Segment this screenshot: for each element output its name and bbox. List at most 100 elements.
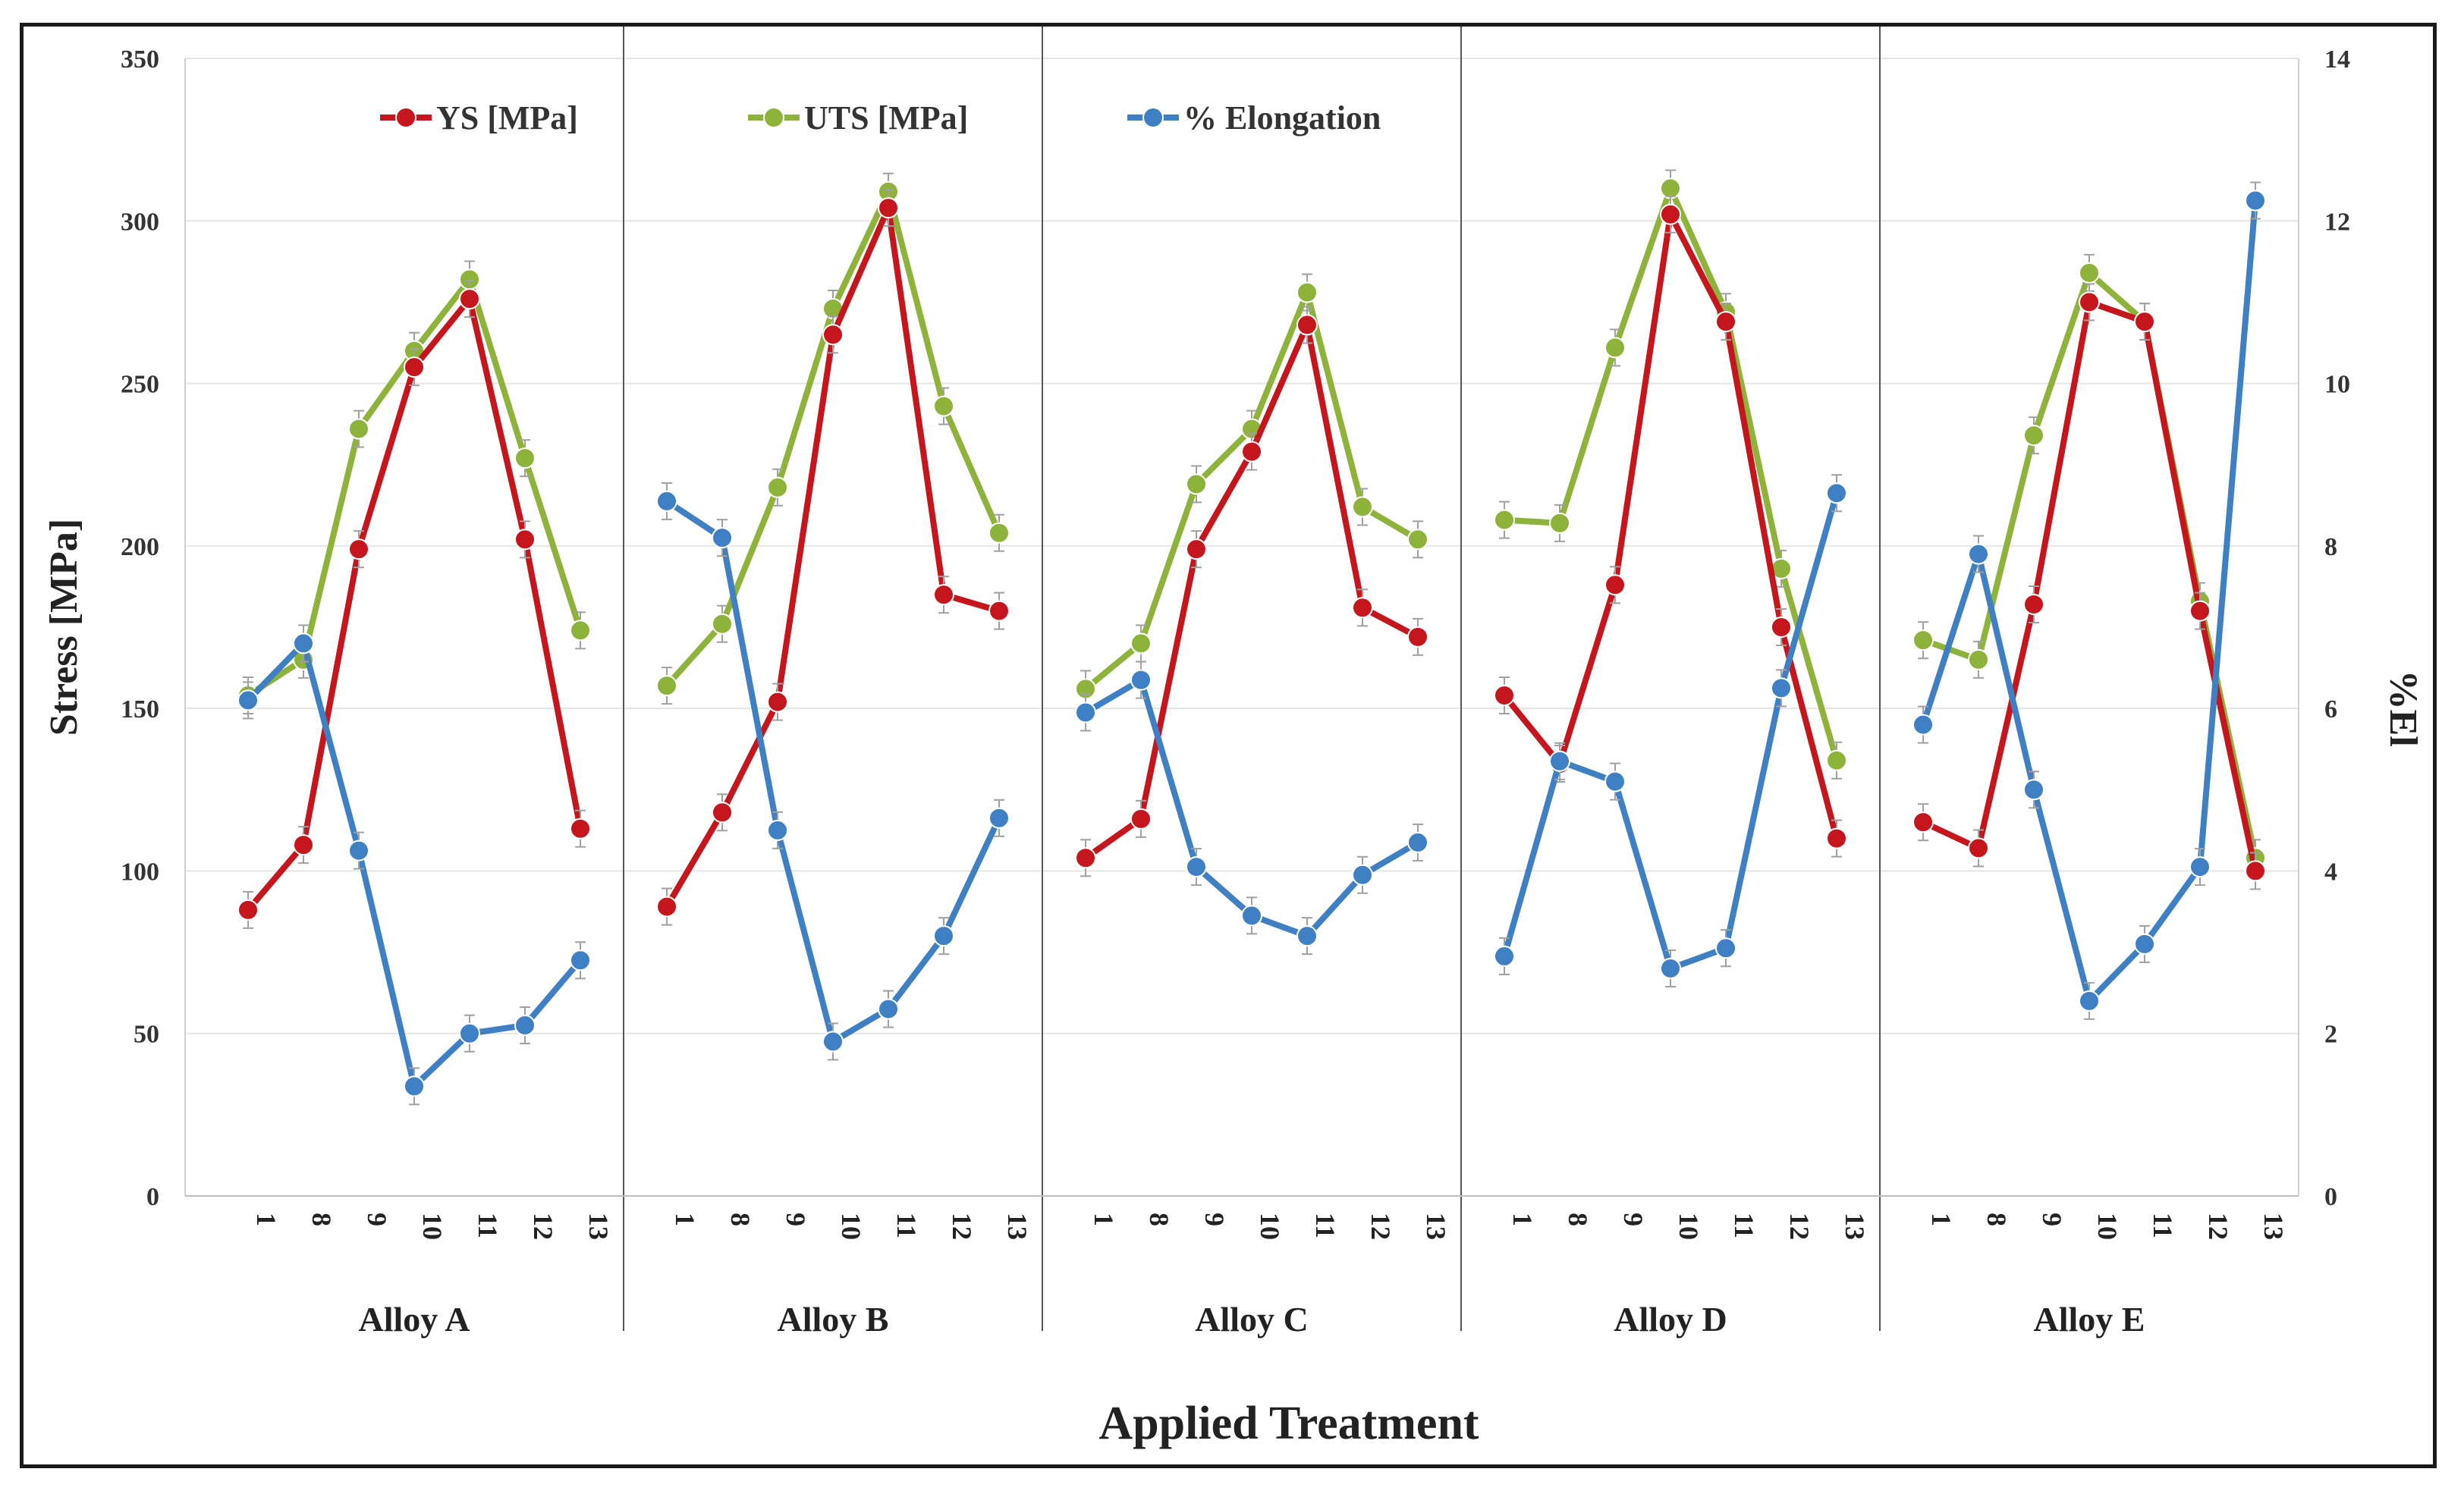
el-point	[1604, 771, 1626, 793]
ys-point	[1715, 311, 1736, 333]
uts-series-2	[656, 172, 1010, 705]
y-tick-label: 250	[121, 371, 159, 399]
x-tick-label: 9	[362, 1213, 392, 1226]
x-tick-label: 13	[2258, 1213, 2289, 1240]
x-tick-label: 9	[1199, 1213, 1230, 1226]
x-tick-label: 8	[725, 1213, 756, 1226]
uts-point	[933, 395, 954, 417]
x-tick-label: 11	[473, 1213, 503, 1238]
ys-point	[1968, 837, 1989, 859]
x-tick-label: 10	[417, 1213, 448, 1240]
legend: YS [MPa] UTS [MPa] % Elongation	[380, 99, 1381, 137]
uts-series-4	[1494, 169, 1847, 780]
ys-point	[656, 896, 677, 918]
el-point	[459, 1022, 480, 1044]
legend-label: YS [MPa]	[436, 99, 578, 137]
ys-series-1	[237, 280, 591, 929]
y-tick-label: 200	[121, 533, 159, 561]
el-point	[1549, 750, 1570, 772]
uts-series-5	[1912, 253, 2266, 877]
x-tick-label: 13	[583, 1213, 614, 1240]
el-point	[1826, 482, 1847, 504]
ys-point	[459, 288, 480, 310]
ys-point	[1130, 808, 1152, 830]
uts-point	[712, 613, 733, 635]
el-point	[2189, 856, 2211, 878]
el-point	[237, 689, 259, 711]
x-tick-label: 11	[2148, 1213, 2178, 1238]
el-point	[2245, 190, 2266, 212]
uts-line	[1083, 289, 1420, 692]
uts-point	[1130, 632, 1152, 654]
uts-point	[1296, 281, 1318, 303]
el-series-3	[1075, 661, 1428, 956]
ys-point	[1352, 597, 1373, 619]
ys-point	[514, 529, 536, 551]
ys-point	[1771, 617, 1792, 638]
grid	[185, 58, 2299, 1197]
x-tick-label: 12	[2203, 1213, 2233, 1240]
y2-tick-label: 10	[2324, 371, 2350, 399]
ys-point	[2134, 311, 2155, 333]
y-tick-label: 150	[121, 695, 159, 723]
y2-tick-label: 2	[2324, 1021, 2337, 1049]
el-point	[1660, 958, 1681, 979]
legend-swatch-marker	[1142, 107, 1164, 128]
ys-point	[293, 834, 314, 856]
x-tick-label: 1	[1089, 1213, 1119, 1226]
x-axis-title: Applied Treatment	[1098, 1398, 1479, 1449]
uts-point	[767, 476, 788, 498]
ys-point	[2023, 594, 2044, 615]
uts-point	[1968, 648, 1989, 670]
ys-point	[712, 802, 733, 824]
uts-point	[1549, 512, 1570, 534]
ys-line	[245, 296, 583, 912]
x-tick-label: 8	[1144, 1213, 1174, 1226]
uts-point	[1912, 629, 1934, 651]
x-tick-label: 9	[2037, 1213, 2067, 1226]
el-point	[293, 632, 314, 654]
x-tick-label: 13	[1840, 1213, 1870, 1240]
x-tick-label: 1	[670, 1213, 700, 1226]
el-point	[2023, 779, 2044, 801]
x-tick-label: 10	[836, 1213, 866, 1240]
ys-point	[822, 324, 844, 346]
ys-point	[988, 600, 1010, 622]
uts-line	[665, 188, 1002, 688]
ys-point	[1826, 827, 1847, 849]
el-point	[1352, 864, 1373, 886]
legend-item-uts: UTS [MPa]	[748, 99, 968, 137]
el-point	[1968, 543, 1989, 565]
el-point	[514, 1015, 536, 1036]
uts-point	[1186, 473, 1207, 495]
uts-point	[1826, 749, 1847, 771]
ys-point	[2245, 860, 2266, 882]
ys-point	[933, 584, 954, 606]
x-tick-label: 12	[1366, 1213, 1396, 1240]
uts-point	[2023, 425, 2044, 447]
x-tick-label: 1	[251, 1213, 281, 1226]
el-series-2	[656, 482, 1010, 1061]
x-tick-label: 11	[1729, 1213, 1759, 1238]
el-point	[712, 527, 733, 549]
el-point	[2134, 933, 2155, 955]
alloy-label: Alloy C	[1195, 1300, 1309, 1339]
uts-point	[1352, 496, 1373, 518]
y2-tick-label: 14	[2324, 46, 2350, 74]
ys-series-2	[656, 189, 1010, 926]
uts-series-3	[1075, 273, 1428, 708]
x-tick-label: 11	[1310, 1213, 1340, 1238]
ys-point	[2079, 291, 2100, 313]
ys-point	[1186, 538, 1207, 560]
legend-swatch-marker	[763, 107, 784, 128]
ys-point	[767, 691, 788, 713]
ys-series-3	[1075, 306, 1428, 877]
x-tick-label: 13	[1002, 1213, 1032, 1240]
ys-point	[1075, 847, 1096, 869]
uts-point	[570, 620, 591, 642]
uts-point	[1407, 529, 1428, 551]
y2-tick-label: 6	[2324, 695, 2337, 723]
y2-tick-label: 12	[2324, 208, 2350, 236]
el-point	[1241, 905, 1262, 927]
